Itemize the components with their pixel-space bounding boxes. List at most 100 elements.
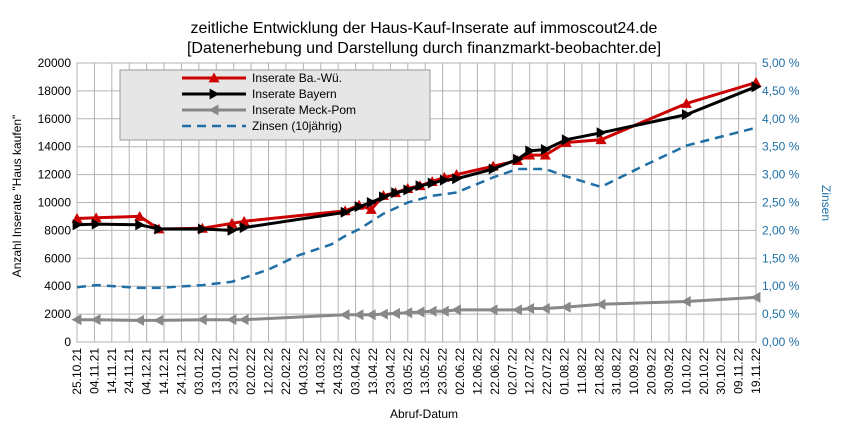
grid (76, 62, 757, 343)
x-tick-label: 04.12.21 (140, 348, 154, 395)
y-axis-label: Anzahl Inserate "Haus kaufen" (10, 115, 24, 278)
y-tick-label: 12000 (38, 168, 72, 182)
y-tick-label: 0 (64, 335, 71, 349)
y2-tick-label: 4,50 % (762, 84, 800, 98)
data-point (750, 291, 761, 303)
legend-marker (209, 88, 220, 100)
y2-tick-label: 2,00 % (762, 223, 800, 237)
x-tick-label: 14.03.22 (314, 348, 328, 395)
data-point (365, 309, 376, 321)
x-tick-label: 02.02.22 (244, 348, 258, 395)
y2-tick-label: 1,50 % (762, 251, 800, 265)
data-point (560, 301, 571, 313)
x-tick-label: 25.10.21 (70, 348, 84, 395)
x-tick-label: 13.05.22 (418, 348, 432, 395)
series-2 (72, 81, 762, 236)
data-point (71, 314, 82, 326)
data-point (226, 217, 238, 228)
data-point (680, 296, 691, 308)
series-3 (71, 291, 761, 326)
x-tick-label: 13.04.22 (366, 348, 380, 395)
data-point (135, 219, 146, 231)
data-point (540, 143, 551, 155)
x-tick-label: 31.08.22 (610, 348, 624, 395)
legend-label: Inserate Bayern (252, 87, 337, 101)
legend-label: Inserate Ba.-Wü. (252, 71, 342, 85)
data-point (426, 305, 437, 317)
data-point (403, 184, 414, 196)
y-tick-label: 10000 (38, 196, 72, 210)
data-point (539, 149, 551, 160)
x-tick-label: 13.01.22 (209, 348, 223, 395)
data-point (524, 149, 536, 160)
data-point (238, 314, 249, 326)
legend-entry: Inserate Bayern (182, 87, 337, 101)
data-point (525, 145, 536, 157)
series-4 (76, 126, 757, 290)
x-tick-label: 10.09.22 (627, 348, 641, 395)
y2-axis-label: Zinsen (819, 185, 833, 221)
x-tick-label: 10.10.22 (679, 348, 693, 395)
legend-marker (208, 72, 220, 83)
legend-entry: Inserate Ba.-Wü. (182, 71, 342, 85)
data-point (751, 81, 762, 93)
y-tick-label: 20000 (38, 56, 72, 70)
data-point (487, 304, 498, 316)
x-tick-label: 20.09.22 (645, 348, 659, 395)
y2-tick-label: 0,50 % (762, 307, 800, 321)
legend: Inserate Ba.-Wü. Inserate Bayern Inserate … (119, 69, 431, 141)
data-point (391, 187, 402, 199)
data-point (438, 305, 449, 317)
x-tick-label: 03.01.22 (192, 348, 206, 395)
data-point (681, 109, 692, 121)
data-point (365, 203, 377, 214)
data-point (134, 210, 146, 221)
data-point (390, 307, 401, 319)
x-tick-label: 22.02.22 (279, 348, 293, 395)
x-tick-label: 30.10.22 (714, 348, 728, 395)
data-point (524, 303, 535, 315)
data-point (595, 134, 607, 145)
y2-tick-label: 3,50 % (762, 140, 800, 154)
data-point (226, 314, 237, 326)
data-point (402, 307, 413, 319)
x-tick-label: 24.11.21 (122, 348, 136, 394)
x-tick-label: 12.02.22 (262, 348, 276, 395)
x-tick-label: 23.05.22 (436, 348, 450, 395)
x-tick-label: 12.06.22 (470, 348, 484, 395)
x-axis-label: Abruf-Datum (390, 407, 458, 421)
data-point (153, 314, 164, 326)
y-tick-label: 4000 (44, 279, 71, 293)
data-point (354, 201, 365, 213)
x-tick-label: 14.11.21 (105, 348, 119, 394)
y2-axis-ticks: 0,00 % 0,50 % 1,00 % 1,50 % 2,00 % 2,50 % 3,00… (762, 56, 800, 349)
x-tick-label: 23.04.22 (383, 348, 397, 395)
x-tick-label: 22.06.22 (488, 348, 502, 395)
legend-box (119, 69, 431, 141)
data-point (90, 314, 101, 326)
data-point (488, 163, 499, 175)
data-point (439, 174, 450, 186)
data-point (134, 314, 145, 326)
y-tick-label: 14000 (38, 140, 72, 154)
series-line (77, 295, 757, 322)
x-tick-label: 02.06.22 (453, 348, 467, 395)
chart-title-line-1: zeitliche Entwicklung der Haus-Kauf-Inse… (191, 20, 658, 37)
y-tick-label: 8000 (44, 223, 71, 237)
data-point (379, 191, 389, 203)
legend-marker (208, 104, 219, 116)
y-tick-label: 2000 (44, 307, 71, 321)
y2-tick-label: 5,00 % (762, 56, 800, 70)
x-tick-label: 20.10.22 (697, 348, 711, 395)
data-point (452, 173, 463, 185)
y-axis-ticks: 0 2000 4000 6000 8000 10000 12000 14000 16000 180… (38, 56, 72, 349)
data-point (239, 222, 250, 234)
data-point (427, 177, 438, 189)
legend-label: Zinsen (10jährig) (252, 119, 342, 133)
x-tick-label: 11.08.22 (575, 348, 589, 394)
x-tick-label: 03.04.22 (349, 348, 363, 395)
plot-area (76, 62, 757, 343)
data-point (596, 127, 607, 139)
data-point (339, 309, 350, 321)
